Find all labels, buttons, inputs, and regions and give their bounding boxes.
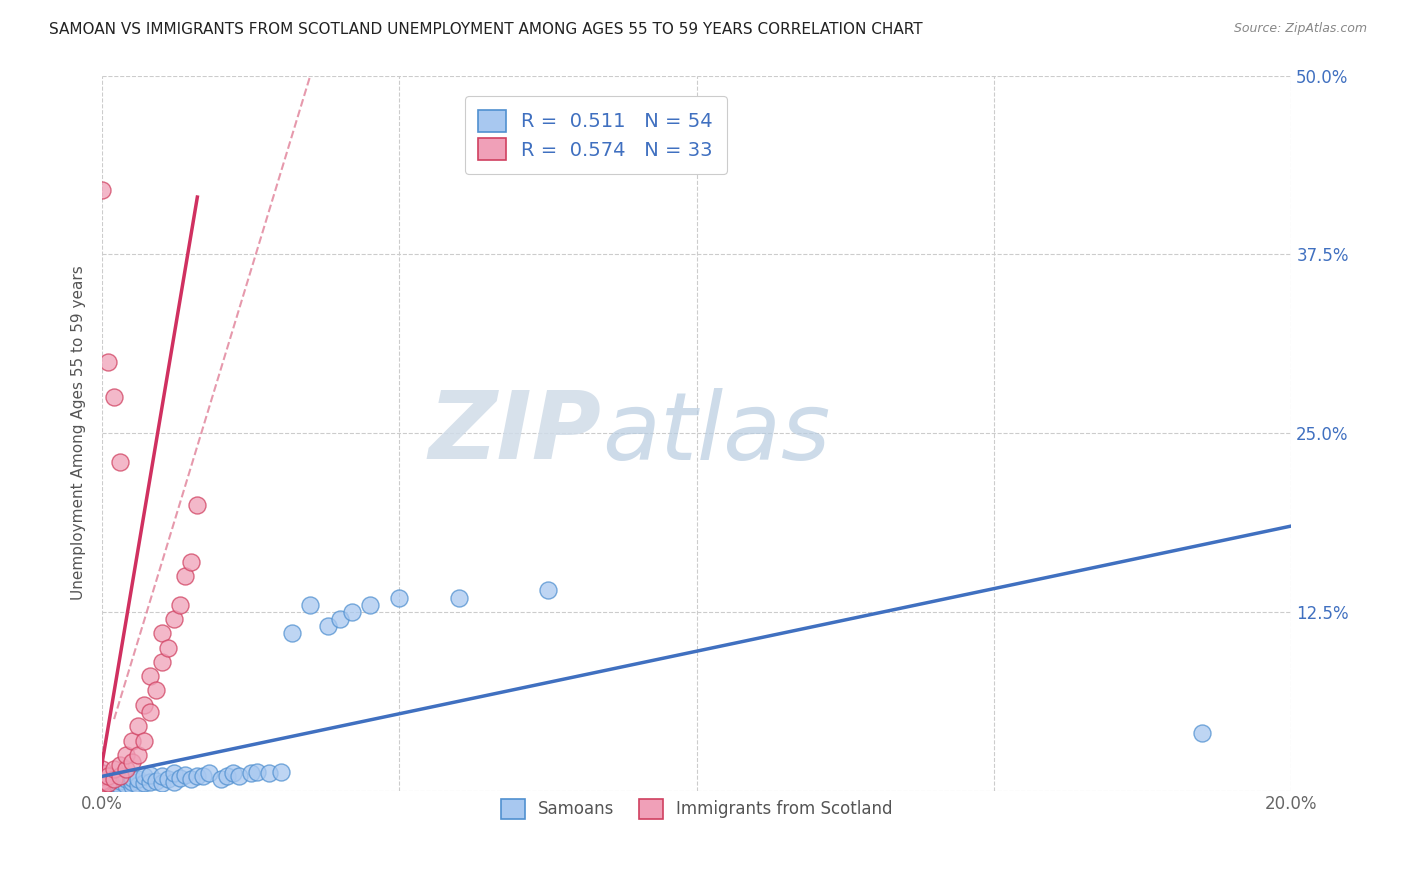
Text: Source: ZipAtlas.com: Source: ZipAtlas.com xyxy=(1233,22,1367,36)
Point xyxy=(239,766,262,780)
Point xyxy=(121,775,143,789)
Point xyxy=(145,773,167,788)
Point xyxy=(139,669,162,683)
Point xyxy=(139,705,162,719)
Point xyxy=(162,775,184,789)
Point xyxy=(103,776,125,790)
Point xyxy=(91,783,114,797)
Point xyxy=(108,455,131,469)
Point xyxy=(270,764,292,779)
Point xyxy=(162,612,184,626)
Point xyxy=(97,354,120,368)
Point xyxy=(115,778,138,792)
Point xyxy=(91,776,114,790)
Point xyxy=(121,780,143,794)
Text: atlas: atlas xyxy=(602,387,830,479)
Point xyxy=(150,769,173,783)
Point xyxy=(91,783,114,797)
Point xyxy=(186,769,208,783)
Point xyxy=(115,769,138,783)
Point xyxy=(150,655,173,669)
Point xyxy=(180,772,202,786)
Point xyxy=(281,626,304,640)
Point xyxy=(127,719,149,733)
Point xyxy=(174,569,197,583)
Point xyxy=(91,783,114,797)
Point xyxy=(299,598,322,612)
Point xyxy=(217,769,239,783)
Point xyxy=(132,776,155,790)
Legend: Samoans, Immigrants from Scotland: Samoans, Immigrants from Scotland xyxy=(495,793,898,825)
Point xyxy=(193,769,215,783)
Point xyxy=(156,772,179,786)
Point xyxy=(537,583,560,598)
Point xyxy=(150,626,173,640)
Text: ZIP: ZIP xyxy=(429,387,602,479)
Point xyxy=(169,771,191,785)
Point xyxy=(103,390,125,404)
Point xyxy=(121,755,143,769)
Point xyxy=(91,780,114,794)
Point xyxy=(91,766,114,780)
Point xyxy=(145,683,167,698)
Point xyxy=(150,776,173,790)
Point xyxy=(121,771,143,785)
Point xyxy=(91,783,114,797)
Point xyxy=(388,591,411,605)
Point xyxy=(91,776,114,790)
Point xyxy=(91,772,114,786)
Point xyxy=(246,764,269,779)
Point xyxy=(115,762,138,776)
Point xyxy=(108,769,131,783)
Point xyxy=(103,772,125,786)
Point xyxy=(1191,726,1213,740)
Point xyxy=(139,775,162,789)
Point xyxy=(316,619,339,633)
Point xyxy=(108,757,131,772)
Point xyxy=(359,598,381,612)
Point xyxy=(91,773,114,788)
Point xyxy=(91,776,114,790)
Point xyxy=(97,776,120,790)
Point xyxy=(228,769,250,783)
Point xyxy=(91,183,114,197)
Point xyxy=(139,768,162,782)
Y-axis label: Unemployment Among Ages 55 to 59 years: Unemployment Among Ages 55 to 59 years xyxy=(72,266,86,600)
Point xyxy=(103,783,125,797)
Point xyxy=(91,762,114,776)
Point xyxy=(91,766,114,780)
Point xyxy=(209,772,232,786)
Point xyxy=(115,772,138,786)
Point xyxy=(132,733,155,747)
Point xyxy=(329,612,352,626)
Point xyxy=(91,783,114,797)
Point xyxy=(127,747,149,762)
Point xyxy=(132,698,155,712)
Point xyxy=(115,747,138,762)
Point xyxy=(186,498,208,512)
Point xyxy=(108,773,131,788)
Text: SAMOAN VS IMMIGRANTS FROM SCOTLAND UNEMPLOYMENT AMONG AGES 55 TO 59 YEARS CORREL: SAMOAN VS IMMIGRANTS FROM SCOTLAND UNEMP… xyxy=(49,22,922,37)
Point xyxy=(162,766,184,780)
Point xyxy=(91,769,114,783)
Point xyxy=(447,591,470,605)
Point xyxy=(340,605,363,619)
Point xyxy=(257,766,280,780)
Point xyxy=(103,762,125,776)
Point xyxy=(180,555,202,569)
Point xyxy=(132,769,155,783)
Point xyxy=(222,766,245,780)
Point xyxy=(97,769,120,783)
Point xyxy=(198,766,221,780)
Point xyxy=(127,772,149,786)
Point xyxy=(108,780,131,794)
Point xyxy=(91,769,114,783)
Point xyxy=(121,733,143,747)
Point xyxy=(174,768,197,782)
Point xyxy=(127,778,149,792)
Point xyxy=(169,598,191,612)
Point xyxy=(156,640,179,655)
